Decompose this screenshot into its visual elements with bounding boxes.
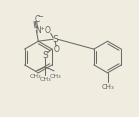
Text: CH₃: CH₃ [49,74,61,79]
Text: C: C [34,15,39,24]
Text: O: O [45,26,51,35]
Text: S: S [42,51,48,60]
Text: +: + [39,26,44,31]
Text: S: S [52,35,58,44]
Text: CH₃: CH₃ [101,84,114,90]
Text: −: − [37,14,43,20]
Text: N: N [35,26,41,35]
Text: CH₃: CH₃ [29,74,41,79]
Text: CH₃: CH₃ [39,77,51,82]
Text: O: O [54,45,60,54]
